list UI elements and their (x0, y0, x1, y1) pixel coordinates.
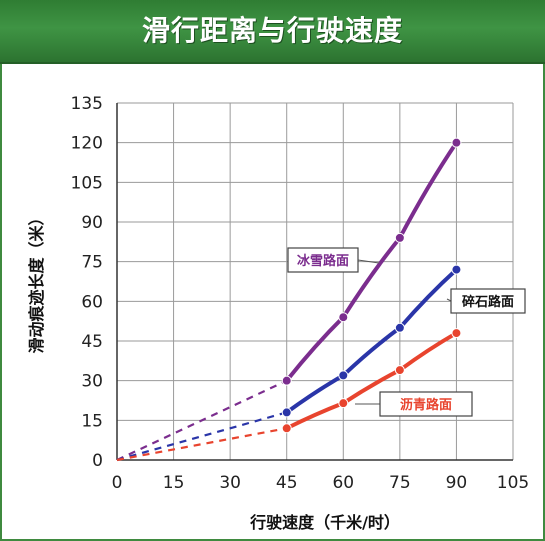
series-label: 沥青路面 (400, 397, 452, 413)
axes (116, 103, 513, 461)
label-box (379, 391, 473, 417)
y-tick-label: 90 (81, 213, 103, 233)
series-line (284, 331, 459, 431)
data-point (338, 398, 349, 409)
data-point (451, 328, 462, 339)
y-tick-label: 75 (81, 253, 103, 273)
x-tick-label: 45 (276, 473, 298, 493)
label-box (450, 288, 526, 314)
data-point (281, 407, 292, 418)
data-point (281, 375, 292, 386)
series-layer (116, 137, 462, 462)
series-line (284, 267, 459, 415)
series-dashed-segment (116, 379, 288, 461)
x-tick-label: 30 (219, 473, 241, 493)
data-point (451, 137, 462, 148)
y-tick-label: 45 (81, 332, 103, 352)
series-dashed-segment (116, 411, 288, 462)
x-tick-label: 60 (332, 473, 354, 493)
x-axis-label: 行驶速度（千米/时） (249, 513, 400, 532)
x-tick-label: 90 (446, 473, 468, 493)
x-tick-label: 0 (112, 473, 123, 493)
y-axis-label: 滑动痕迹长度（米） (27, 209, 46, 353)
y-tick-label: 135 (71, 94, 103, 114)
data-point (281, 423, 292, 434)
series-line (284, 140, 459, 383)
chart-title: 滑行距离与行驶速度 (141, 14, 403, 47)
series-label: 冰雪路面 (297, 253, 349, 269)
label-leader-line (357, 259, 380, 264)
x-tick-label: 75 (389, 473, 411, 493)
y-tick-label: 15 (81, 411, 103, 431)
data-point (394, 322, 405, 333)
y-tick-label: 105 (71, 173, 103, 193)
data-point (394, 365, 405, 376)
data-point (338, 312, 349, 323)
data-point (394, 232, 405, 243)
label-leader-line (446, 298, 452, 302)
y-tick-label: 30 (81, 372, 103, 392)
x-tick-label: 15 (163, 473, 185, 493)
data-point (451, 264, 462, 275)
series-dashed-segment (116, 427, 287, 462)
y-tick-label: 0 (92, 451, 103, 471)
title-bar (0, 0, 545, 64)
data-point (338, 370, 349, 381)
label-box (287, 247, 359, 273)
series-label: 碎石路面 (462, 294, 514, 310)
x-tick-label: 105 (497, 473, 529, 493)
y-tick-label: 120 (71, 134, 103, 154)
y-tick-label: 60 (81, 292, 103, 312)
tick-labels: 0 15 30 45 60 75 90 105 0 15 30 45 60 75 90 105 120 135 (71, 94, 530, 493)
